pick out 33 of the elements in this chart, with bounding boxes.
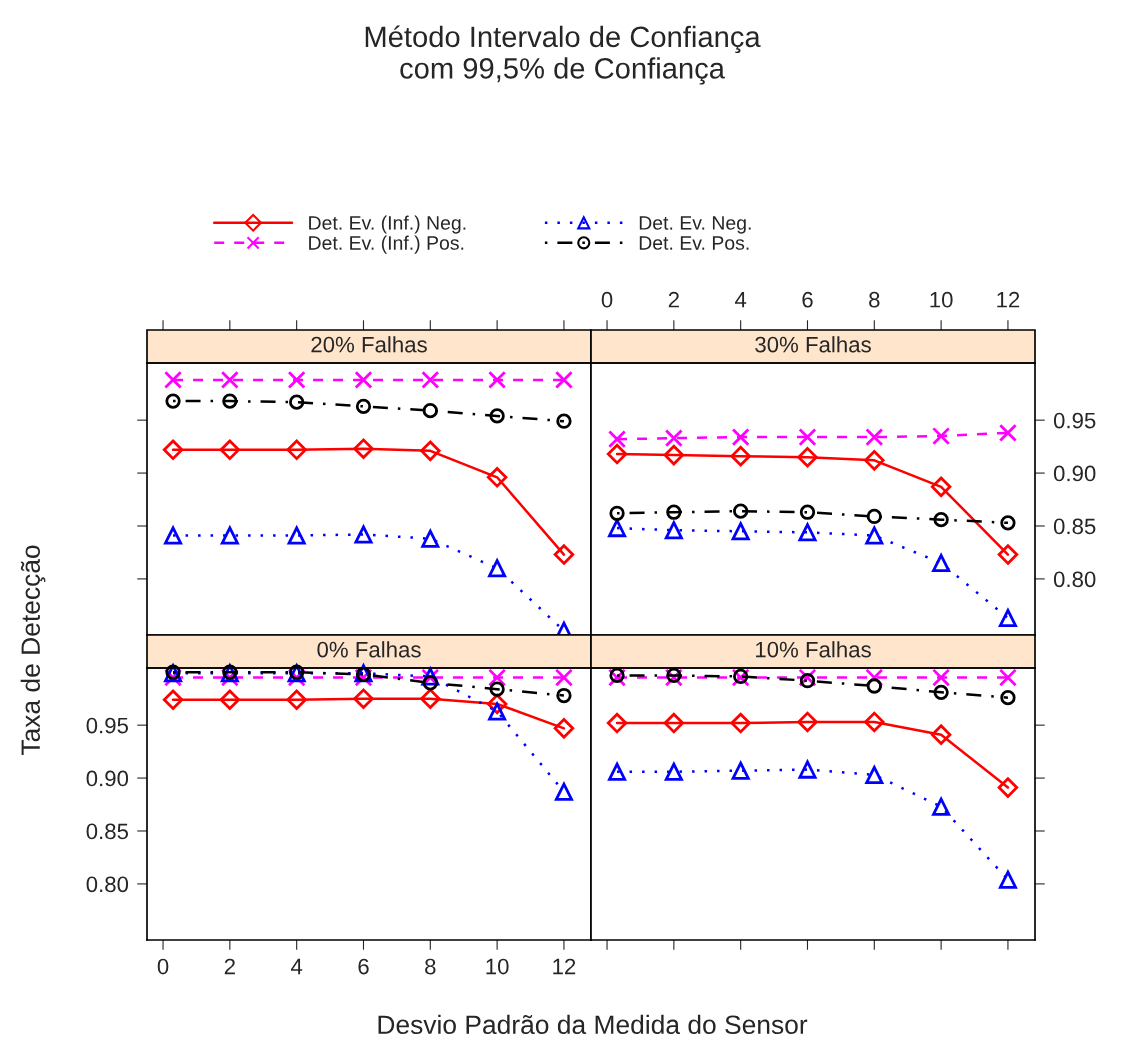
x-tick-label: 4 — [291, 958, 303, 975]
x-tick-label: 0 — [157, 958, 169, 975]
x-tick-label: 10 — [930, 291, 953, 308]
x-tick-label: 6 — [802, 291, 813, 308]
legend-label: Det. Ev. Neg. — [639, 216, 751, 234]
y-tick-label: 0.95 — [1053, 412, 1096, 429]
chart-subtitle: 30% Falhas — [755, 336, 871, 353]
y-tick-label: 0.90 — [86, 770, 129, 787]
x-tick-label: 10 — [486, 958, 509, 975]
chart-subtitle: 20% Falhas — [311, 336, 427, 353]
x-tick-label: 2 — [224, 958, 235, 975]
chart-subtitle: 10% Falhas — [756, 641, 871, 658]
legend-label: Det. Ev. (Inf.) Pos. — [309, 235, 464, 254]
x-tick-label: 8 — [425, 958, 436, 975]
y-tick-label: 0.85 — [86, 823, 129, 840]
y-axis-title: Taxa de Detecção — [20, 545, 46, 756]
y-tick-label: 0.95 — [86, 717, 129, 734]
chart-subtitle: 0% Falhas — [317, 641, 421, 658]
x-tick-label: 0 — [601, 291, 613, 308]
y-tick-label: 0.85 — [1053, 518, 1096, 535]
legend-label: Det. Ev. Pos. — [639, 236, 749, 250]
y-tick-label: 0.80 — [1053, 571, 1096, 588]
x-tick-label: 6 — [358, 958, 369, 975]
y-tick-label: 0.90 — [1053, 465, 1096, 482]
y-tick-label: 0.80 — [86, 876, 129, 893]
x-tick-label: 12 — [997, 291, 1020, 308]
x-axis-title: Desvio Padrão da Medida do Sensor — [378, 1014, 808, 1035]
legend-label: Det. Ev. (Inf.) Neg. — [309, 215, 466, 234]
x-tick-label: 2 — [668, 291, 679, 308]
x-tick-label: 8 — [869, 291, 880, 308]
x-tick-label: 4 — [735, 292, 747, 308]
x-tick-label: 12 — [553, 958, 576, 975]
chart-title: Método Intervalo de Confiança com 99,5% de Confiança — [365, 25, 761, 85]
